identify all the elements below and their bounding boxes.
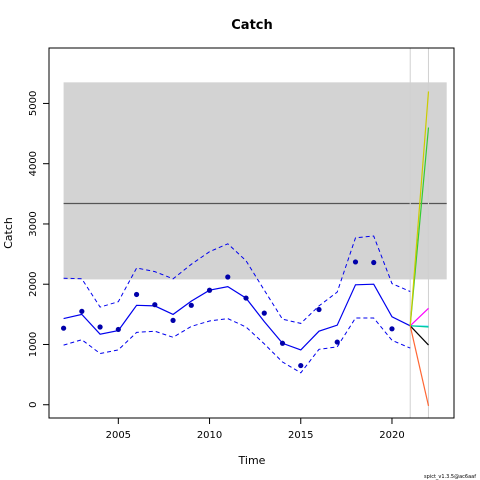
version-credit: spict_v1.3.5@ac6aaf bbox=[424, 474, 476, 480]
scenario-line-5 bbox=[409, 325, 430, 407]
x-tick-label: 2020 bbox=[379, 430, 404, 441]
scenario-line-7 bbox=[409, 91, 430, 326]
observation-point bbox=[133, 291, 140, 298]
observation-point bbox=[206, 287, 213, 293]
observation-point bbox=[316, 306, 322, 313]
fit-lower-bound bbox=[63, 317, 411, 374]
plot-area bbox=[60, 48, 447, 418]
observation-point bbox=[188, 302, 194, 308]
observation-point bbox=[334, 339, 340, 345]
observation-point bbox=[243, 295, 249, 301]
fit-line bbox=[63, 283, 411, 351]
y-tick-label: 3000 bbox=[28, 211, 39, 236]
observation-point bbox=[79, 308, 85, 314]
observation-point bbox=[352, 259, 359, 265]
observation-point bbox=[115, 326, 121, 333]
observation-point bbox=[60, 325, 67, 331]
observation-point bbox=[170, 317, 176, 323]
observation-point bbox=[389, 326, 395, 332]
observation-point bbox=[225, 274, 231, 280]
observation-point bbox=[279, 340, 286, 346]
observation-point bbox=[371, 259, 377, 266]
y-tick-label: 4000 bbox=[28, 151, 39, 176]
chart-title: Catch bbox=[231, 18, 273, 33]
x-tick-label: 2010 bbox=[197, 430, 222, 441]
y-tick-label: 1000 bbox=[28, 332, 39, 357]
observation-point bbox=[261, 310, 267, 316]
y-axis-label: Catch bbox=[2, 217, 15, 249]
x-tick-label: 2005 bbox=[106, 430, 131, 441]
y-tick-label: 2000 bbox=[28, 271, 39, 296]
observation-point bbox=[298, 362, 304, 369]
scenario-line-2 bbox=[409, 307, 429, 327]
plot-frame bbox=[48, 47, 455, 419]
x-axis-label: Time bbox=[238, 454, 266, 467]
y-tick-label: 5000 bbox=[28, 91, 39, 116]
observation-point bbox=[97, 324, 103, 330]
observation-point bbox=[152, 302, 158, 308]
axes: 2005 2010 2015 2020 0 1000 2000 3000 4000 5000 bbox=[28, 91, 405, 441]
reference-band bbox=[63, 82, 447, 280]
y-tick-label: 0 bbox=[28, 402, 39, 408]
scenario-line-1 bbox=[409, 325, 429, 346]
scenario-line-4 bbox=[410, 325, 429, 328]
x-tick-label: 2015 bbox=[288, 430, 313, 441]
fit-upper-bound bbox=[63, 235, 411, 324]
